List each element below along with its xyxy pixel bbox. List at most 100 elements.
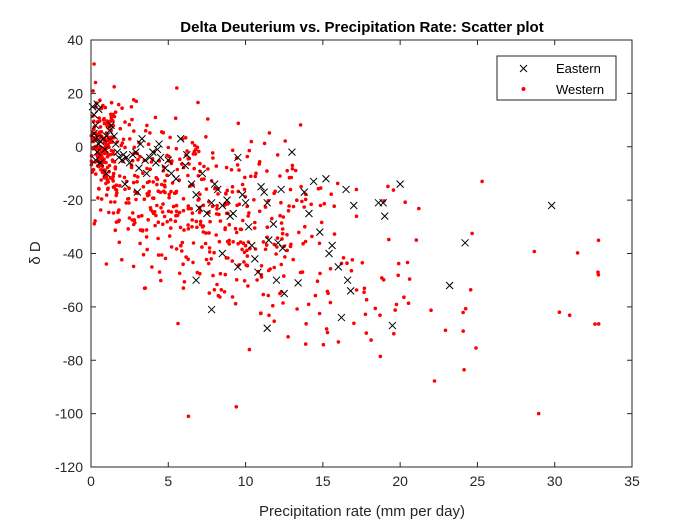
western-point [266,293,271,298]
western-point [210,204,215,209]
western-point [302,205,307,209]
western-point [112,85,116,89]
western-point [378,354,383,359]
western-point [140,213,144,218]
western-point [236,189,240,194]
western-point [191,260,195,265]
western-point [237,168,241,172]
western-point [275,236,280,240]
western-point [174,146,179,151]
western-point [243,195,248,199]
western-point [247,211,251,215]
chart-title: Delta Deuterium vs. Precipitation Rate: … [180,19,543,36]
western-point [126,196,131,201]
eastern-point [90,129,98,138]
western-point [132,218,137,222]
plot-area [91,40,632,467]
eastern-point [156,153,165,162]
western-point [118,184,122,188]
western-point [131,98,136,102]
eastern-point [254,268,262,277]
western-point [211,156,215,160]
western-point [159,182,164,187]
western-point [341,255,346,260]
western-point [245,154,250,159]
western-point [259,264,264,268]
eastern-point [148,148,157,156]
western-point [186,204,191,208]
eastern-point [102,169,111,178]
western-point [104,262,109,266]
western-point [177,271,182,276]
western-point [317,311,322,316]
western-point [295,198,299,202]
western-point [111,185,116,189]
western-point [107,169,111,174]
x-axis-label: Precipitation rate (mm per day) [259,503,465,520]
western-point [315,279,320,284]
western-point [167,234,172,238]
eastern-point [218,249,227,258]
western-point [266,199,271,203]
eastern-point [91,156,100,164]
western-point [246,214,250,218]
western-point [278,174,282,178]
western-point [393,308,398,312]
eastern-point [379,198,387,207]
western-point [99,178,103,182]
western-point [362,286,367,291]
western-point [255,278,259,282]
western-point [303,197,308,202]
legend-label-eastern: Eastern [556,61,601,76]
western-point [99,168,103,172]
western-point [253,174,258,179]
western-point [133,173,137,178]
western-point [144,228,149,232]
western-point [259,311,263,316]
western-point [593,322,597,326]
western-point [198,161,202,166]
western-point [186,173,190,178]
western-point [328,266,333,271]
western-point [208,219,212,224]
eastern-point [380,212,389,220]
western-point [291,204,296,209]
western-point [279,221,284,225]
legend-box [496,55,617,101]
eastern-point [164,156,173,164]
eastern-point [349,201,358,210]
western-point [318,186,323,190]
western-point [391,188,396,192]
western-point [247,148,252,153]
western-point [295,307,299,311]
western-point [190,140,195,145]
western-point [162,214,167,219]
western-point [394,302,399,307]
western-point [181,286,186,290]
eastern-point [182,150,191,159]
western-point [161,202,165,206]
western-point [109,100,114,105]
western-point [174,203,179,208]
western-point [195,225,199,230]
western-point [177,210,182,215]
western-point [245,254,250,258]
western-point [159,278,163,283]
eastern-point [138,134,146,143]
western-point [141,171,145,175]
western-point [280,231,285,236]
western-point [163,256,168,261]
western-point [352,321,356,326]
eastern-point [161,164,170,172]
western-point [145,192,149,196]
eastern-point [192,276,200,285]
western-point [303,224,307,229]
western-point [406,301,411,306]
western-point [227,222,232,227]
western-point [240,182,245,187]
western-point [171,204,176,209]
eastern-point [229,209,238,218]
western-point [245,263,250,268]
eastern-point [141,156,149,164]
